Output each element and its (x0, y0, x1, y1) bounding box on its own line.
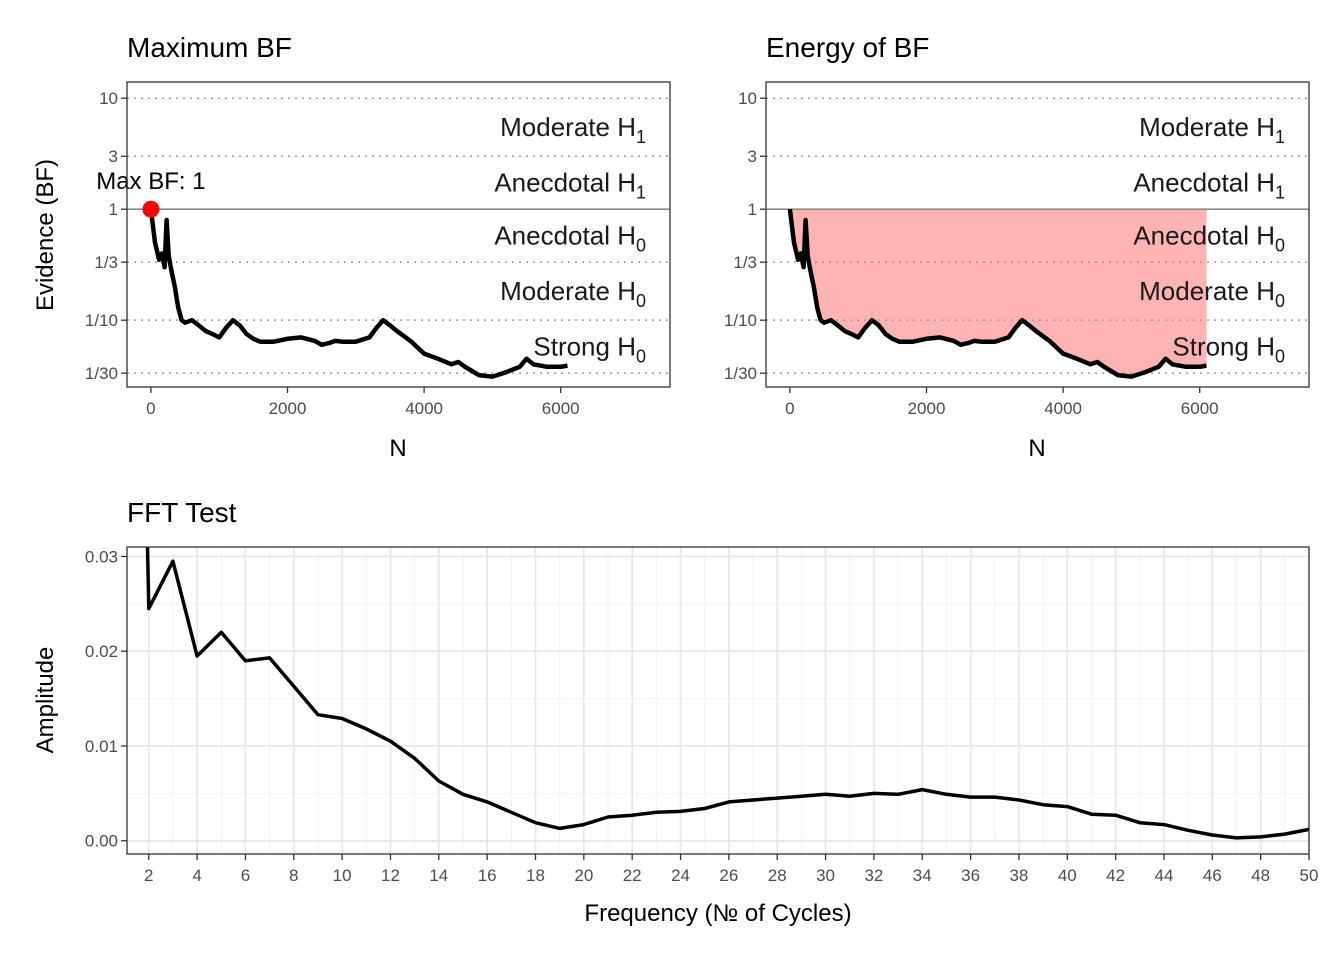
y-tick-label: 3 (748, 147, 757, 166)
x-tick-label: 42 (1106, 866, 1125, 885)
x-tick-label: 10 (333, 866, 352, 885)
energy-bf-x-axis-title: N (1028, 435, 1045, 462)
x-tick-label: 20 (574, 866, 593, 885)
evidence-zone-label: Anecdotal H0 (1133, 221, 1285, 256)
energy-bf-title: Energy of BF (766, 32, 929, 63)
y-tick-label: 3 (109, 147, 118, 166)
y-tick-label: 1/3 (94, 253, 118, 272)
y-tick-label: 1/30 (724, 364, 757, 383)
x-tick-label: 40 (1058, 866, 1077, 885)
energy-bf-panel-border (765, 81, 1310, 388)
evidence-zone-label: Moderate H0 (500, 276, 646, 311)
x-tick-label: 6000 (1181, 399, 1219, 418)
y-tick-label: 1/30 (85, 364, 118, 383)
fft-panel-border (126, 546, 1310, 855)
x-tick-label: 28 (768, 866, 787, 885)
x-tick-label: 16 (478, 866, 497, 885)
x-tick-label: 26 (719, 866, 738, 885)
y-tick-label: 0.00 (85, 832, 118, 851)
x-tick-label: 6 (241, 866, 250, 885)
x-tick-label: 14 (429, 866, 448, 885)
x-tick-label: 6000 (542, 399, 580, 418)
x-tick-label: 44 (1155, 866, 1174, 885)
x-tick-label: 38 (1009, 866, 1028, 885)
y-tick-label: 1/3 (733, 253, 757, 272)
evidence-y-axis-title: Evidence (BF) (32, 159, 59, 311)
evidence-zone-label: Strong H0 (1172, 332, 1285, 367)
y-tick-label: 1 (748, 200, 757, 219)
max-bf-point (142, 200, 160, 218)
x-tick-label: 24 (671, 866, 690, 885)
maximum-bf-series-line (148, 208, 568, 379)
x-tick-label: 30 (816, 866, 835, 885)
maximum-bf-title: Maximum BF (127, 32, 292, 63)
y-tick-label: 10 (738, 89, 757, 108)
evidence-zone-label: Anecdotal H1 (494, 168, 646, 203)
y-tick-label: 1 (109, 200, 118, 219)
fft-test-title: FFT Test (127, 497, 237, 528)
x-tick-label: 0 (146, 399, 155, 418)
x-tick-label: 32 (864, 866, 883, 885)
x-tick-label: 18 (526, 866, 545, 885)
max-bf-annotation: Max BF: 1 (96, 168, 205, 195)
x-tick-label: 2000 (269, 399, 307, 418)
evidence-zone-label: Moderate H1 (500, 112, 646, 147)
fft-x-axis-title: Frequency (№ of Cycles) (584, 900, 851, 927)
maximum-bf-x-axis-title: N (389, 435, 406, 462)
evidence-zone-label: Moderate H1 (1139, 112, 1285, 147)
x-tick-label: 4 (192, 866, 201, 885)
y-tick-label: 10 (99, 89, 118, 108)
x-tick-label: 2000 (908, 399, 946, 418)
energy-bf-panel: Energy of BF Moderate H1 Anecdotal H1 Anec… (724, 32, 1310, 462)
evidence-zone-label: Strong H0 (533, 332, 646, 367)
y-tick-label: 1/10 (85, 311, 118, 330)
x-tick-label: 48 (1251, 866, 1270, 885)
amplitude-y-axis-title: Amplitude (32, 647, 59, 754)
x-tick-label: 4000 (1044, 399, 1082, 418)
fft-test-panel: FFT Test 2 4 6 8 10 12 14 16 18 20 22 24 26 28 30 32 34 3… (32, 497, 1318, 927)
x-tick-label: 2 (144, 866, 153, 885)
x-tick-label: 4000 (405, 399, 443, 418)
y-tick-label: 1/10 (724, 311, 757, 330)
x-tick-label: 50 (1300, 866, 1319, 885)
evidence-zone-label: Anecdotal H1 (1133, 168, 1285, 203)
fft-series-line (145, 546, 1310, 840)
y-tick-label: 0.03 (85, 547, 118, 566)
x-tick-label: 46 (1203, 866, 1222, 885)
y-tick-label: 0.02 (85, 642, 118, 661)
maximum-bf-panel-border (126, 81, 671, 388)
x-tick-label: 22 (623, 866, 642, 885)
x-tick-label: 8 (289, 866, 298, 885)
evidence-zone-label: Anecdotal H0 (494, 221, 646, 256)
maximum-bf-panel: Maximum BF Moderate H1 Anecdotal H1 Anecdo… (32, 32, 671, 462)
fft-plot-background (127, 547, 1309, 854)
x-tick-label: 34 (913, 866, 932, 885)
x-tick-label: 0 (785, 399, 794, 418)
energy-bf-series-line (787, 208, 1207, 379)
y-tick-label: 0.01 (85, 737, 118, 756)
energy-bf-area-fill (789, 209, 1207, 377)
x-tick-label: 36 (961, 866, 980, 885)
x-tick-label: 12 (381, 866, 400, 885)
evidence-zone-label: Moderate H0 (1139, 276, 1285, 311)
